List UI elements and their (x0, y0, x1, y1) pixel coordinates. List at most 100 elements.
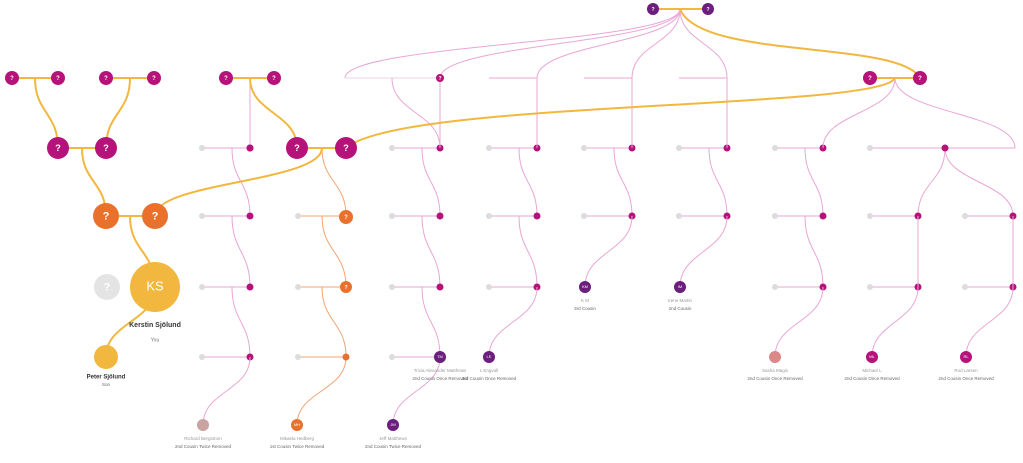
connector (345, 77, 896, 149)
node-dot (339, 210, 353, 224)
question-label[interactable]: ? (651, 7, 654, 13)
question-label[interactable]: ? (344, 215, 348, 221)
relative-initials[interactable]: IM (678, 284, 682, 289)
connector (231, 286, 251, 358)
you-initials: KS (146, 278, 164, 293)
node-dot (142, 203, 168, 229)
node-dot (772, 213, 778, 219)
relative-relation: 2nd Cousin Twice Removed (175, 444, 231, 449)
relative-initials[interactable]: KM (582, 284, 588, 289)
relative-initials[interactable]: JM (390, 422, 395, 427)
node-dot (486, 145, 492, 151)
question-label[interactable]: ? (294, 143, 300, 153)
connector (231, 215, 251, 288)
relative-name[interactable]: Sasha Magis (762, 368, 789, 373)
question-label[interactable]: ? (152, 76, 156, 82)
question-label[interactable]: ? (706, 7, 709, 13)
relative-initials[interactable]: ML (869, 354, 875, 359)
question-label[interactable]: ? (438, 76, 441, 82)
connector (631, 8, 681, 79)
node-dot (286, 137, 308, 159)
node-dot (962, 284, 968, 290)
question-label[interactable]: ? (344, 285, 347, 291)
node-dot (867, 145, 873, 151)
question-label[interactable]: ? (10, 76, 14, 82)
node-dot (246, 283, 254, 291)
node-dot (533, 212, 541, 220)
question-label[interactable]: ? (918, 76, 922, 82)
node-dot (147, 71, 161, 85)
question-label[interactable]: ? (272, 76, 276, 82)
relative-name[interactable]: Tricia Alexander Matthews (414, 368, 467, 373)
question-label[interactable]: ? (103, 143, 109, 153)
relative-name[interactable]: L Engvall (480, 368, 498, 373)
node-dot (219, 71, 233, 85)
question-label[interactable]: ? (152, 210, 159, 222)
you-name: Kerstin Sjölund (129, 322, 181, 329)
question-label[interactable]: ? (343, 143, 349, 153)
node-dot (676, 213, 682, 219)
relative-name[interactable]: Mikaela Hedberg (280, 436, 315, 441)
node-dot (335, 137, 357, 159)
node-dot (389, 213, 395, 219)
connector (822, 77, 896, 149)
node-dot (295, 284, 301, 290)
question-label[interactable]: ? (56, 76, 60, 82)
relative-name[interactable]: Irene Martin (668, 298, 693, 303)
connector (613, 147, 633, 217)
relative-relation: 2nd Cousin Once Removed (747, 376, 803, 381)
connector (421, 215, 441, 288)
question-label[interactable]: ? (103, 210, 110, 222)
node-dot (94, 345, 118, 369)
relative-name[interactable]: Peter Sjölund (87, 375, 126, 381)
node-dot (962, 213, 968, 219)
relative-name[interactable]: Richard Bergstrom (184, 436, 222, 441)
question-label[interactable]: ? (55, 143, 61, 153)
connector (679, 8, 728, 79)
connector (34, 77, 59, 149)
node-dot (246, 212, 254, 220)
connector (679, 8, 921, 79)
node-dot (867, 213, 873, 219)
node-dot (941, 144, 949, 152)
node-dot (199, 354, 205, 360)
node-dot (819, 212, 827, 220)
node-dot (93, 203, 119, 229)
connector (944, 147, 1014, 217)
relative-relation: 2nd Cousin Once Removed (844, 376, 900, 381)
node-dot (863, 71, 877, 85)
node-dot (579, 281, 591, 293)
question-label[interactable]: ? (104, 281, 111, 293)
relative-name[interactable]: Jeff Matthews (379, 436, 407, 441)
relative-initials[interactable]: TM (437, 354, 443, 359)
question-label[interactable]: ? (224, 76, 228, 82)
node-dot (295, 213, 301, 219)
relative-initials[interactable]: LE (487, 354, 492, 359)
node-dot (295, 354, 301, 360)
question-label[interactable]: ? (868, 76, 872, 82)
node-dot (199, 145, 205, 151)
question-label[interactable]: ? (104, 76, 108, 82)
connector (871, 286, 919, 358)
connector (249, 77, 298, 149)
node-dot (95, 137, 117, 159)
node-dot (581, 145, 587, 151)
relative-name[interactable]: K M (581, 298, 589, 303)
connector (105, 77, 131, 149)
connector (894, 77, 1016, 149)
node-dot (436, 283, 444, 291)
node-dot (94, 274, 120, 300)
relative-name[interactable]: Michael L (862, 368, 882, 373)
connector (679, 215, 728, 288)
relative-name[interactable]: Rod Larsen (954, 368, 978, 373)
node-dot (246, 144, 254, 152)
node-dot (197, 419, 209, 431)
node-dot (340, 281, 352, 293)
connector (321, 286, 347, 358)
relative-initials[interactable]: MH (294, 422, 300, 427)
connector (439, 8, 681, 79)
relative-initials[interactable]: RL (963, 354, 969, 359)
node-dot (99, 71, 113, 85)
relative-relation: Son (102, 382, 111, 387)
